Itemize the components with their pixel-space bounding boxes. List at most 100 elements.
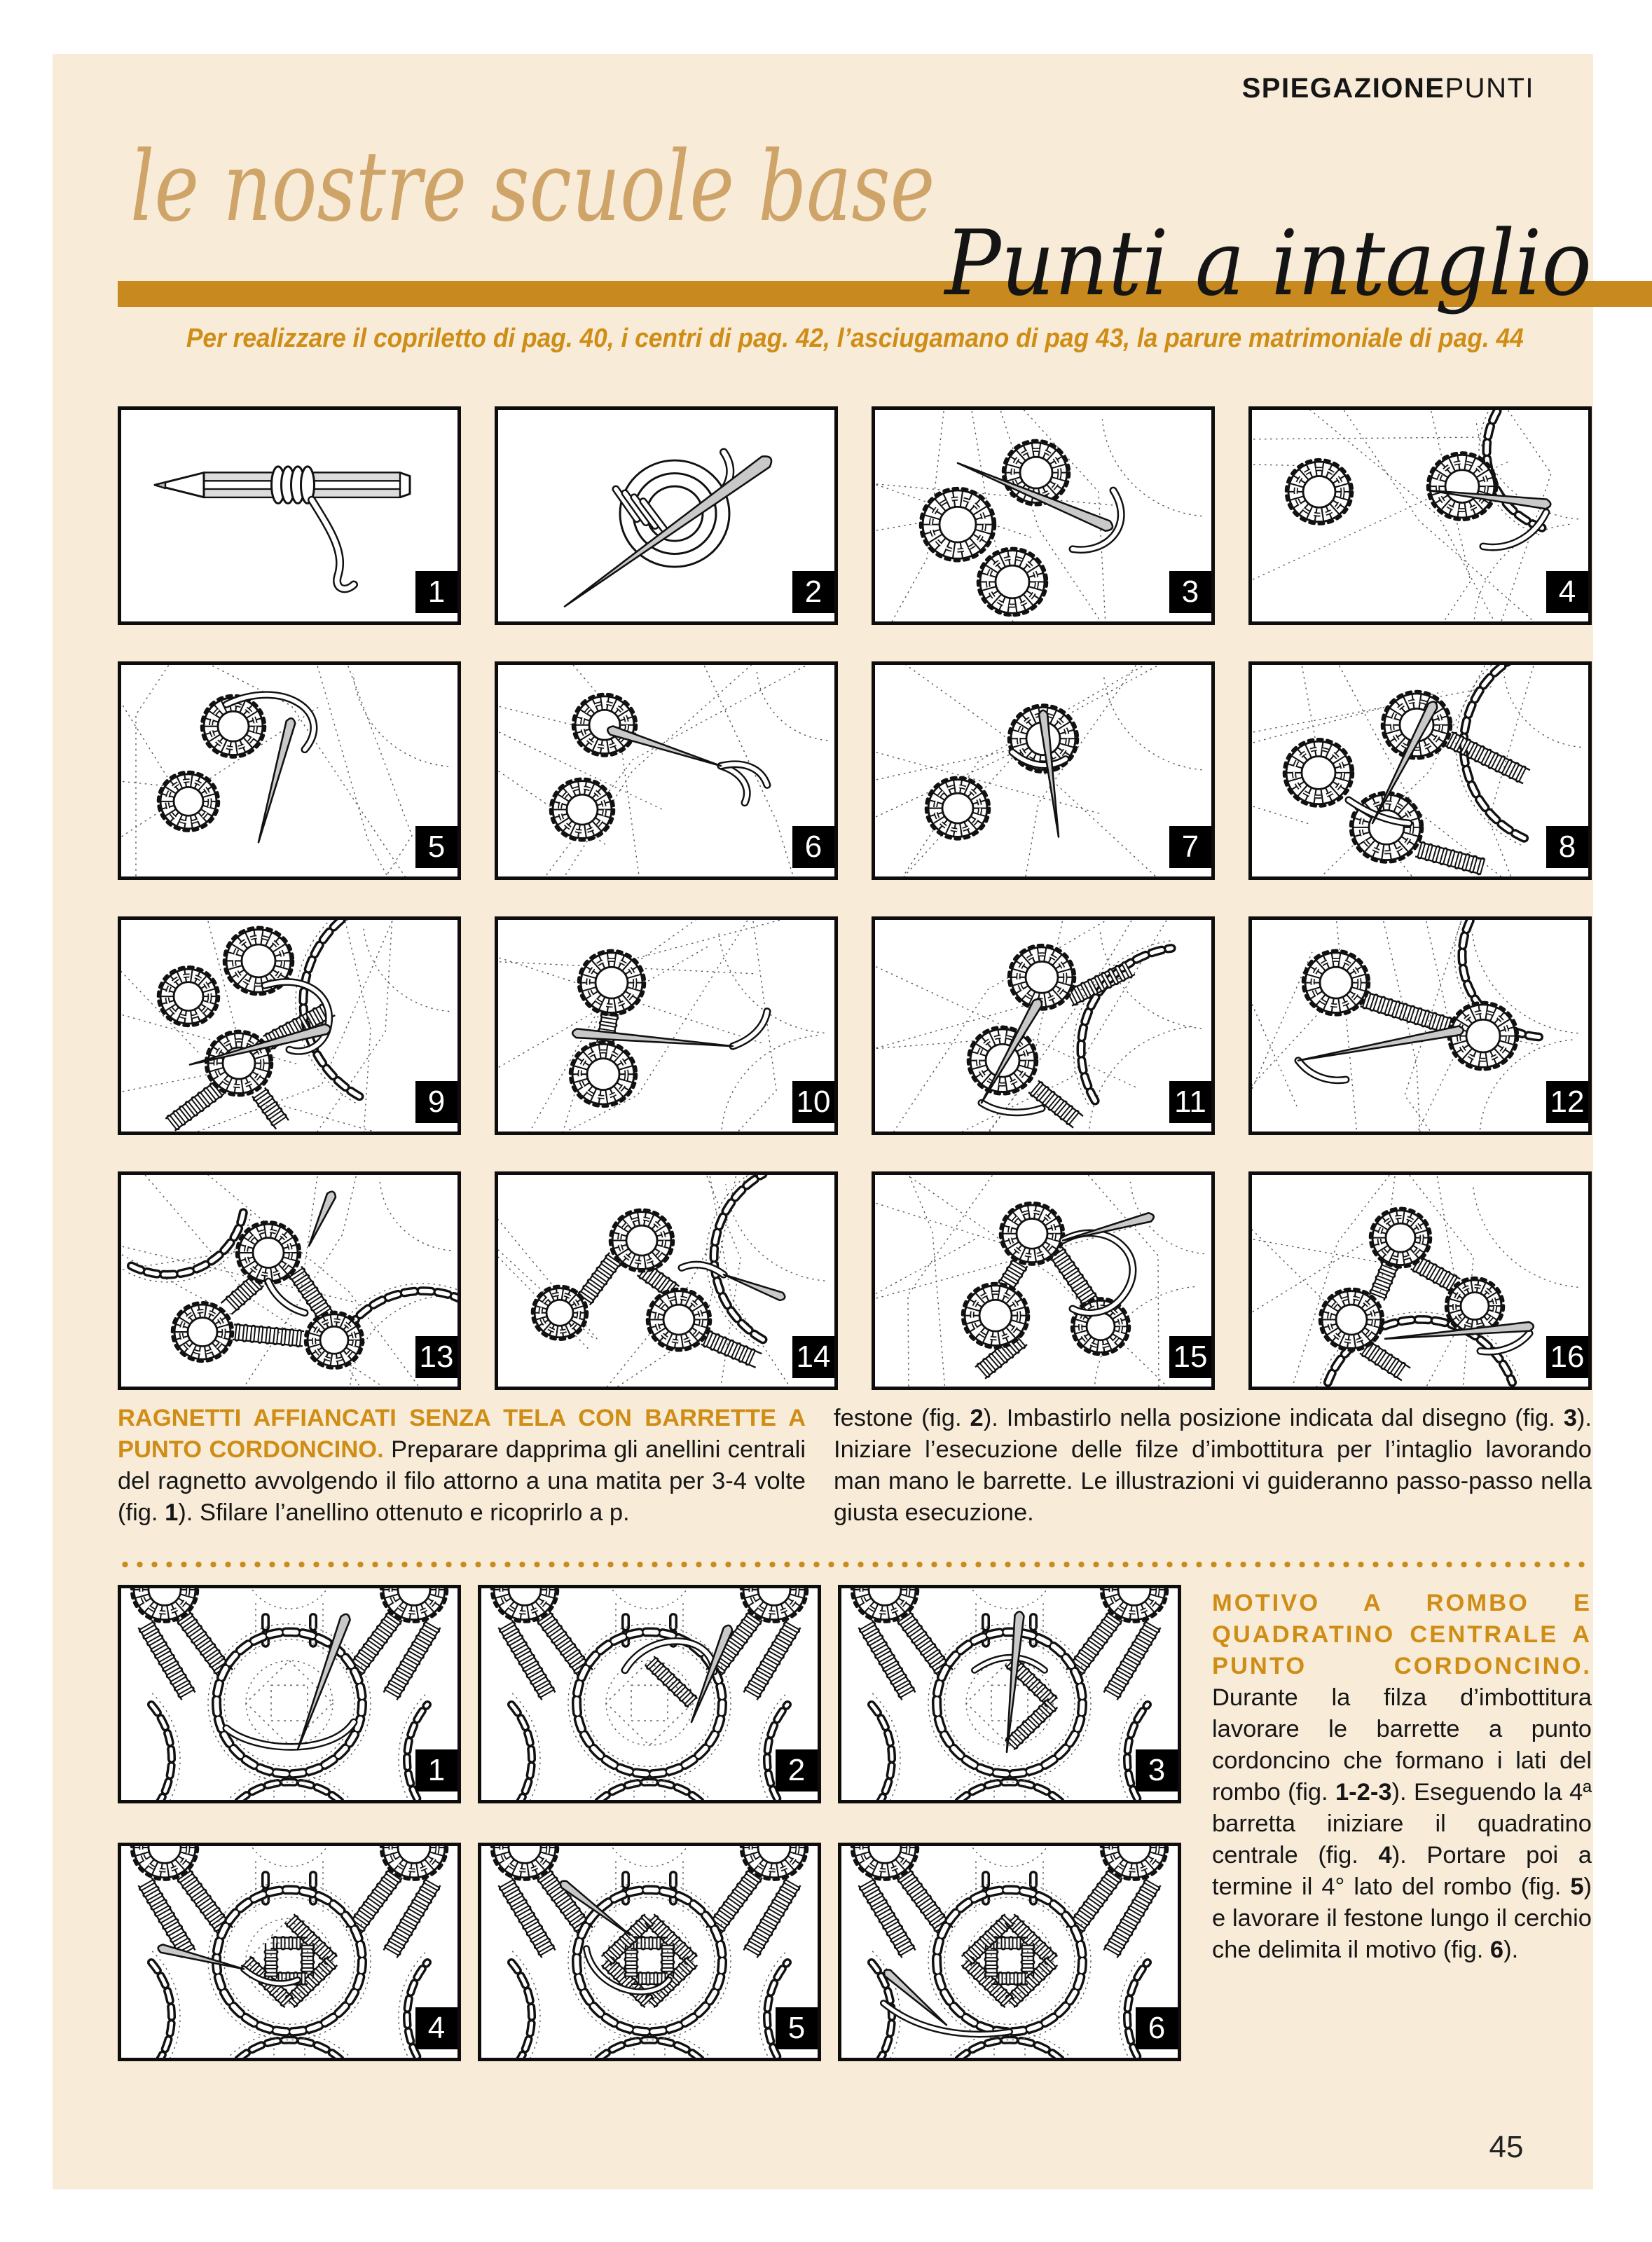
figure-panel-top-2: 2 [495, 406, 838, 625]
page-kicker: SPIEGAZIONEPUNTI [1242, 73, 1534, 104]
lace-step-illustration [875, 1175, 1204, 1387]
figure-number-badge: 12 [1546, 1081, 1588, 1123]
figure-panel-top-16: 16 [1248, 1171, 1592, 1390]
figure-number-badge: 6 [1136, 2007, 1178, 2049]
figure-panel-bottom-5: 5 [478, 1843, 821, 2061]
figure-panel-top-8: 8 [1248, 661, 1592, 880]
figure-number-badge: 15 [1169, 1336, 1211, 1378]
figure-reference: 4 [1378, 1842, 1392, 1869]
figure-panel-top-10: 10 [495, 916, 838, 1135]
figure-reference: 1 [165, 1499, 179, 1526]
figure-panel-top-9: 9 [118, 916, 461, 1135]
figure-panel-top-7: 7 [872, 661, 1215, 880]
figure-number-badge: 9 [415, 1081, 457, 1123]
rombo-step-illustration [130, 1588, 449, 1800]
lace-step-illustration [121, 920, 450, 1132]
kicker-light: PUNTI [1445, 73, 1534, 104]
lace-step-illustration [1252, 665, 1581, 876]
body-text: Durante la filza d’imbottitura lavorare … [1212, 1684, 1592, 1806]
page-title: Punti a intaglio [944, 212, 1592, 316]
lace-step-illustration [875, 920, 1202, 1132]
run-in-heading: RAGNETTI AFFIANCATI SENZA TELA CON BARRE… [118, 1405, 806, 1463]
figure-panel-top-1: 1 [118, 406, 461, 625]
lace-step-illustration [121, 665, 449, 876]
body-text: Preparare dapprima gli anellini centrali… [118, 1436, 806, 1526]
figure-panel-top-4: 4 [1248, 406, 1592, 625]
figure-panel-bottom-1: 1 [118, 1585, 461, 1803]
figure-reference: 1-2-3 [1335, 1779, 1392, 1806]
figure-number-badge: 6 [792, 826, 834, 868]
figure-number-badge: 4 [415, 2007, 457, 2049]
figure-number-badge: 11 [1169, 1081, 1211, 1123]
lace-step-illustration [875, 665, 1202, 876]
body-text: ). Iniziare l’esecuzione delle filze d’i… [834, 1405, 1592, 1526]
figure-number-badge: 16 [1546, 1336, 1588, 1378]
lace-step-illustration [498, 665, 828, 876]
run-in-heading: MOTIVO A ROMBO E QUADRATINO CENTRALE A P… [1212, 1590, 1592, 1679]
instructions-block-1: RAGNETTI AFFIANCATI SENZA TELA CON BARRE… [118, 1403, 1592, 1529]
lace-step-illustration [498, 920, 825, 1132]
instructions-block-2: MOTIVO A ROMBO E QUADRATINO CENTRALE A P… [1212, 1588, 1592, 1966]
figure-panel-top-5: 5 [118, 661, 461, 880]
figure-number-badge: 4 [1546, 571, 1588, 613]
figure-panel-top-13: 13 [118, 1171, 461, 1390]
figure-reference: 3 [1563, 1405, 1577, 1431]
figure-panel-bottom-2: 2 [478, 1585, 821, 1803]
dotted-divider [118, 1561, 1592, 1568]
body-text: ) e lavorare il festone lungo il cerchio… [1212, 1873, 1592, 1963]
figure-number-badge: 13 [415, 1336, 457, 1378]
figure-number-badge: 7 [1169, 826, 1211, 868]
rombo-step-illustration [490, 1588, 809, 1800]
figure-panel-top-11: 11 [872, 916, 1215, 1135]
figure-number-badge: 1 [415, 1749, 457, 1791]
figure-number-badge: 10 [792, 1081, 834, 1123]
figure-grid-top: 1 2 3 4 5 6 7 8 9 10 11 12 13 14 15 16 [118, 406, 1592, 1390]
rombo-step-illustration [850, 1846, 1169, 2058]
body-text: festone (fig. [834, 1405, 970, 1431]
body-text: ). [1503, 1937, 1519, 1963]
body-text: ). Portare poi a termine il 4° lato del … [1212, 1842, 1592, 1900]
figure-reference: 5 [1570, 1873, 1584, 1900]
figure-panel-top-3: 3 [872, 406, 1215, 625]
figure-panel-top-15: 15 [872, 1171, 1215, 1390]
lace-step-illustration [1252, 920, 1578, 1132]
figure-panel-bottom-4: 4 [118, 1843, 461, 2061]
figure-grid-bottom: 1 2 3 4 5 6 [118, 1585, 1181, 2061]
page-number: 45 [1489, 2130, 1524, 2164]
figure-panel-top-12: 12 [1248, 916, 1592, 1135]
kicker-bold: SPIEGAZIONE [1241, 73, 1445, 104]
lace-step-illustration [498, 1175, 825, 1387]
page-subtitle-text: Per realizzare il copriletto di pag. 40,… [186, 324, 1524, 353]
thread-coil-needle-illustration [563, 448, 773, 607]
figure-number-badge: 3 [1169, 571, 1211, 613]
page-subtitle: Per realizzare il copriletto di pag. 40,… [118, 324, 1592, 354]
figure-number-badge: 14 [792, 1336, 834, 1378]
body-text: ). Imbastirlo nella posizione indicata d… [983, 1405, 1564, 1431]
figure-panel-bottom-3: 3 [838, 1585, 1181, 1803]
lace-step-illustration [1252, 410, 1579, 621]
rombo-step-illustration [130, 1846, 449, 2058]
lace-step-illustration [875, 410, 1202, 621]
figure-number-badge: 8 [1546, 826, 1588, 868]
rombo-step-illustration [490, 1846, 809, 2058]
instructions-right-column: festone (fig. 2). Imbastirlo nella posiz… [834, 1403, 1592, 1529]
figure-number-badge: 5 [415, 826, 457, 868]
lace-step-illustration [1252, 1175, 1578, 1387]
figure-number-badge: 2 [776, 1749, 818, 1791]
figure-number-badge: 5 [776, 2007, 818, 2049]
figure-reference: 6 [1489, 1937, 1504, 1963]
figure-panel-top-6: 6 [495, 661, 838, 880]
figure-panel-bottom-6: 6 [838, 1843, 1181, 2061]
body-text: ). Eseguendo la 4ª barretta iniziare il … [1212, 1779, 1592, 1869]
lace-step-illustration [121, 1175, 457, 1387]
figure-panel-top-14: 14 [495, 1171, 838, 1390]
pencil-thread-wrap-illustration [153, 465, 411, 593]
instructions-left-column: RAGNETTI AFFIANCATI SENZA TELA CON BARRE… [118, 1403, 806, 1529]
body-text: ). Sfilare l’anellino ottenuto e ricopri… [178, 1499, 630, 1526]
rombo-step-illustration [850, 1588, 1169, 1800]
figure-number-badge: 2 [792, 571, 834, 613]
figure-number-badge: 3 [1136, 1749, 1178, 1791]
section-script-title: le nostre scuole base [130, 130, 935, 243]
figure-reference: 2 [970, 1405, 984, 1431]
title-underline-bar [118, 281, 1652, 307]
